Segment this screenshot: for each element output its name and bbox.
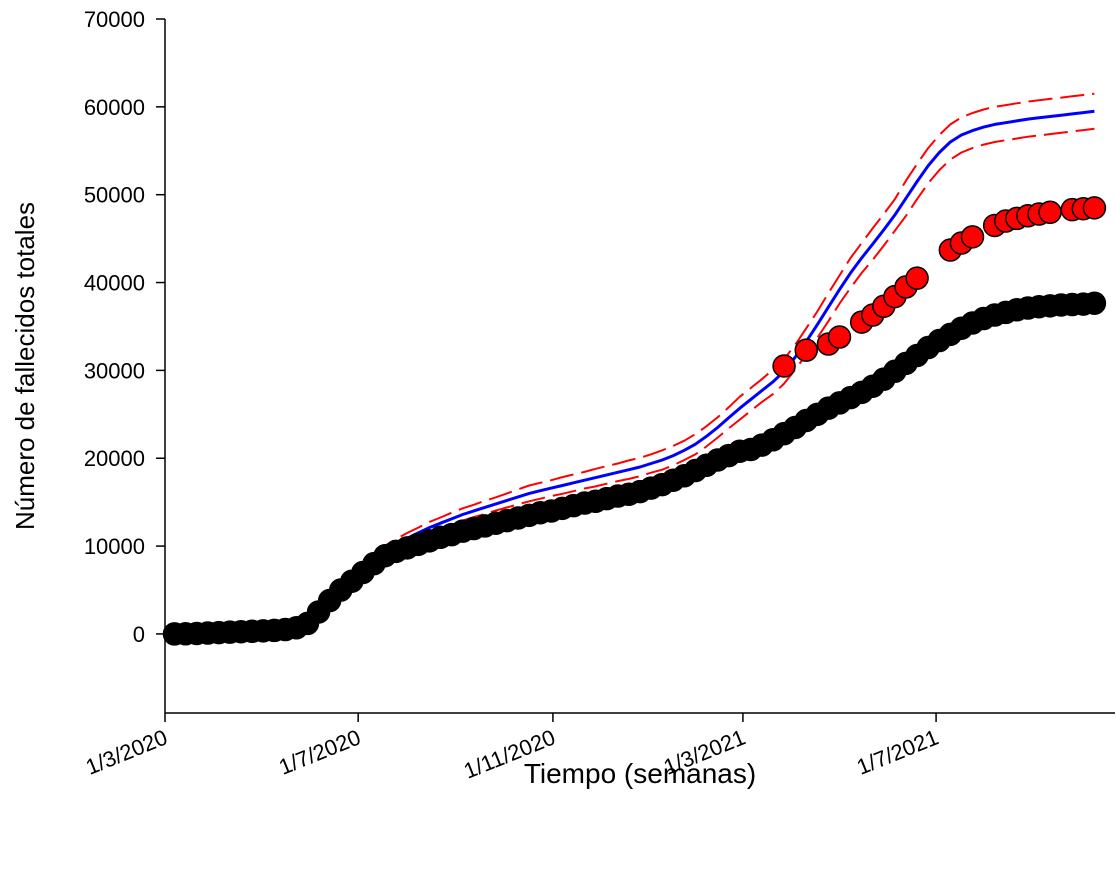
data-point — [772, 354, 796, 378]
data-point — [794, 338, 818, 362]
x-axis-label: Tiempo (semanas) — [524, 758, 756, 789]
x-tick-label: 1/3/2020 — [82, 724, 171, 779]
confidence-line — [373, 127, 1095, 564]
y-tick-label: 10000 — [84, 534, 145, 559]
data-point — [905, 266, 929, 290]
y-tick-label: 50000 — [84, 183, 145, 208]
x-tick-label: 1/7/2021 — [853, 724, 942, 779]
data-point — [827, 325, 852, 349]
data-point — [1082, 291, 1107, 315]
x-tick-label: 1/7/2020 — [275, 724, 364, 779]
data-point — [960, 225, 985, 249]
y-tick-label: 70000 — [84, 7, 145, 32]
confidence-line — [373, 92, 1095, 555]
y-tick-label: 20000 — [84, 446, 145, 471]
y-tick-label: 0 — [133, 622, 145, 647]
y-tick-label: 30000 — [84, 358, 145, 383]
y-axis-label: Número de fallecidos totales — [10, 202, 40, 530]
data-point — [1038, 200, 1062, 225]
data-point — [1082, 196, 1107, 220]
y-tick-label: 40000 — [84, 271, 145, 296]
y-tick-label: 60000 — [84, 95, 145, 120]
model-line — [373, 109, 1095, 560]
